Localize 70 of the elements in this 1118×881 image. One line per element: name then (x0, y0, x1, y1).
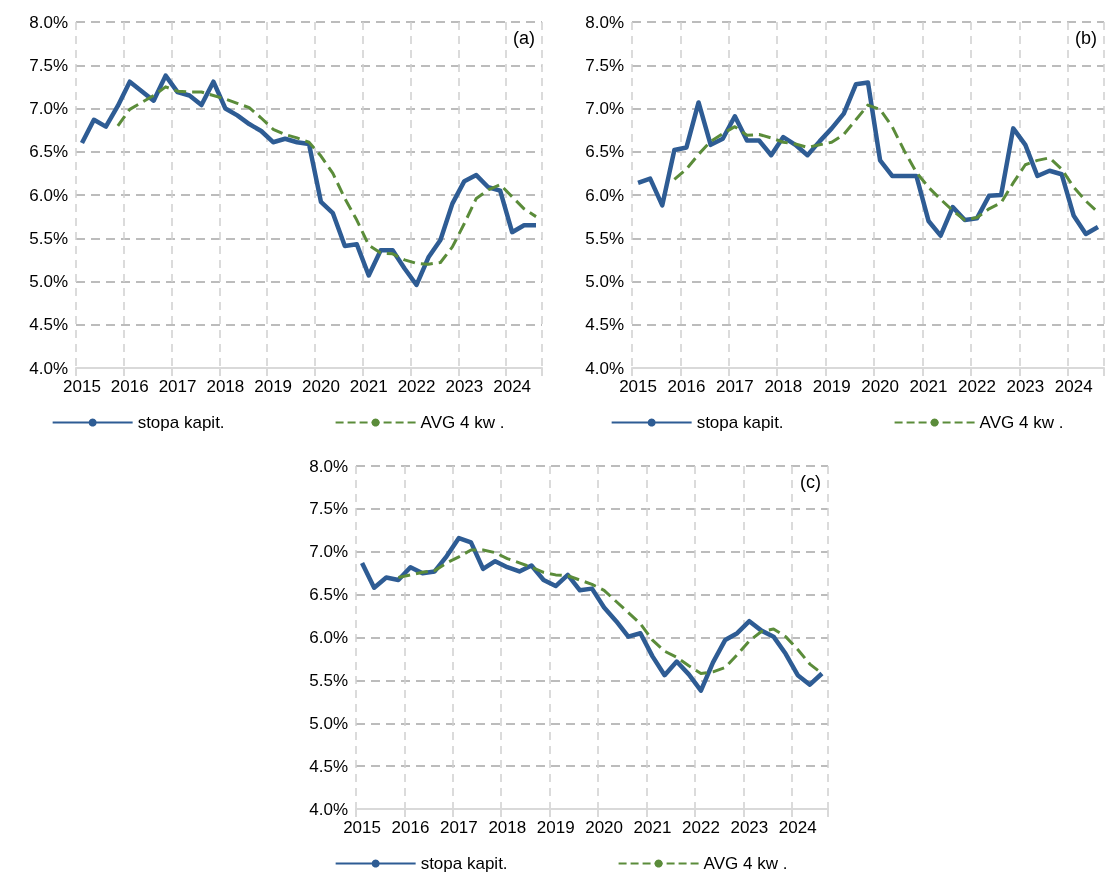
x-tick-label: 2022 (682, 818, 720, 837)
legend-label: stopa kapit. (137, 413, 225, 432)
y-tick-label: 7.0% (585, 99, 624, 118)
y-tick-label: 7.0% (29, 99, 68, 118)
x-tick-label: 2015 (343, 818, 381, 837)
x-tick-label: 2024 (778, 818, 817, 837)
x-tick-label: 2019 (254, 377, 293, 396)
x-tick-label: 2020 (585, 818, 624, 837)
chart-title: (a) (513, 28, 535, 48)
legend-label: AVG 4 kw . (979, 413, 1064, 432)
y-tick-label: 7.5% (585, 55, 624, 75)
y-tick-label: 7.0% (309, 542, 348, 562)
y-tick-label: 8.0% (309, 456, 348, 476)
x-tick-label: 2016 (391, 818, 430, 837)
y-tick-label: 5.0% (585, 272, 624, 291)
chart-title: (b) (1075, 28, 1097, 48)
line-series (635, 80, 1101, 238)
y-tick-label: 6.5% (29, 142, 68, 162)
y-tick-label: 6.0% (585, 185, 624, 205)
y-tick-label: 7.5% (29, 55, 68, 75)
y-tick-label: 6.5% (585, 142, 624, 162)
y-tick-label: 7.5% (309, 499, 348, 519)
line-series (116, 85, 538, 266)
x-tick-label: 2020 (861, 377, 900, 396)
chart-title: (c) (800, 472, 822, 492)
y-tick-label: 8.0% (585, 12, 624, 32)
y-tick-label: 6.5% (309, 585, 348, 605)
x-tick-label: 2018 (764, 377, 803, 396)
legend-label: stopa kapit. (420, 854, 508, 873)
x-tick-label: 2017 (715, 377, 754, 396)
line-series (359, 535, 825, 693)
x-tick-label: 2015 (619, 377, 657, 396)
legend-label: stopa kapit. (696, 413, 784, 432)
x-tick-label: 2021 (349, 377, 388, 396)
y-tick-label: 5.0% (29, 272, 68, 291)
x-tick-label: 2022 (958, 377, 996, 396)
x-tick-label: 2019 (812, 377, 851, 396)
x-tick-label: 2023 (730, 818, 769, 837)
y-tick-label: 4.5% (309, 756, 348, 776)
x-tick-label: 2016 (667, 377, 706, 396)
x-tick-label: 2024 (493, 377, 532, 396)
x-tick-label: 2017 (158, 377, 197, 396)
x-tick-label: 2015 (63, 377, 101, 396)
y-tick-label: 4.0% (309, 799, 348, 819)
y-tick-label: 5.5% (29, 228, 68, 248)
y-tick-label: 6.0% (29, 185, 68, 205)
x-tick-label: 2023 (445, 377, 484, 396)
x-tick-label: 2016 (110, 377, 149, 396)
x-tick-label: 2021 (633, 818, 672, 837)
x-tick-label: 2023 (1006, 377, 1045, 396)
y-tick-label: 4.0% (585, 358, 624, 378)
x-tick-label: 2020 (302, 377, 340, 396)
y-tick-label: 5.5% (309, 670, 348, 690)
x-tick-label: 2018 (488, 818, 527, 837)
y-tick-label: 6.0% (309, 628, 348, 647)
y-tick-label: 5.0% (309, 713, 348, 733)
x-tick-label: 2022 (397, 377, 436, 396)
line-series (79, 73, 539, 288)
x-tick-label: 2021 (909, 377, 948, 396)
y-tick-label: 5.5% (585, 228, 624, 248)
legend-label: AVG 4 kw . (703, 854, 788, 873)
y-tick-label: 4.5% (585, 315, 624, 335)
x-tick-label: 2019 (536, 818, 575, 837)
legend-label: AVG 4 kw . (420, 413, 505, 432)
y-tick-label: 8.0% (29, 12, 68, 32)
y-tick-label: 4.0% (29, 358, 68, 378)
x-tick-label: 2017 (439, 818, 478, 837)
y-tick-label: 4.5% (29, 315, 68, 335)
x-tick-label: 2024 (1054, 377, 1093, 396)
x-tick-label: 2018 (206, 377, 245, 396)
